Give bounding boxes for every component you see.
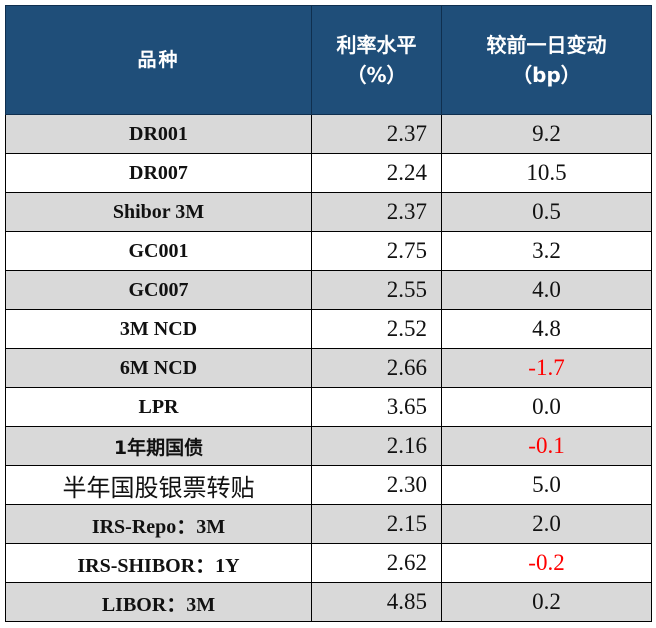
rate-value: 2.15 <box>311 504 442 544</box>
change-value: 0.5 <box>441 192 652 232</box>
rate-value: 2.30 <box>311 465 442 505</box>
table-row: IRS-SHIBOR：1Y 2.62 -0.2 <box>5 543 652 583</box>
table-row: GC001 2.75 3.2 <box>5 231 652 271</box>
product-name: 6M NCD <box>5 348 312 388</box>
header-daily-change-line1: 较前一日变动 <box>486 33 607 57</box>
header-product: 品种 <box>5 5 312 115</box>
rate-value: 2.24 <box>311 153 442 193</box>
rate-value: 2.75 <box>311 231 442 271</box>
change-value: 0.2 <box>441 582 652 622</box>
table-row: 3M NCD 2.52 4.8 <box>5 309 652 349</box>
table-row: LPR 3.65 0.0 <box>5 387 652 427</box>
rate-value: 2.52 <box>311 309 442 349</box>
rate-value: 2.37 <box>311 114 442 154</box>
rate-value: 2.16 <box>311 426 442 466</box>
change-value: 4.8 <box>441 309 652 349</box>
change-value: -1.7 <box>441 348 652 388</box>
change-value: 5.0 <box>441 465 652 505</box>
rate-value: 4.85 <box>311 582 442 622</box>
header-rate-level: 利率水平 （%） <box>311 5 442 115</box>
table-row: IRS-Repo：3M 2.15 2.0 <box>5 504 652 544</box>
rate-value: 3.65 <box>311 387 442 427</box>
table-row: GC007 2.55 4.0 <box>5 270 652 310</box>
interest-rate-table: 品种 利率水平 （%） 较前一日变动 （bp） DR001 2.37 9.2 D… <box>5 5 652 622</box>
rate-value: 2.62 <box>311 543 442 583</box>
change-value: 3.2 <box>441 231 652 271</box>
table-body: DR001 2.37 9.2 DR007 2.24 10.5 Shibor 3M… <box>5 114 652 622</box>
product-name: IRS-Repo：3M <box>5 504 312 544</box>
product-name: 半年国股银票转贴 <box>5 465 312 505</box>
change-value: 4.0 <box>441 270 652 310</box>
product-name: LPR <box>5 387 312 427</box>
table-header: 品种 利率水平 （%） 较前一日变动 （bp） <box>5 5 652 115</box>
product-name: Shibor 3M <box>5 192 312 232</box>
rate-value: 2.37 <box>311 192 442 232</box>
change-value: 9.2 <box>441 114 652 154</box>
rate-value: 2.55 <box>311 270 442 310</box>
change-value: 10.5 <box>441 153 652 193</box>
table-row: Shibor 3M 2.37 0.5 <box>5 192 652 232</box>
product-name: IRS-SHIBOR：1Y <box>5 543 312 583</box>
header-daily-change: 较前一日变动 （bp） <box>441 5 652 115</box>
table-row: DR007 2.24 10.5 <box>5 153 652 193</box>
product-name: DR001 <box>5 114 312 154</box>
table-row: DR001 2.37 9.2 <box>5 114 652 154</box>
table-row: 6M NCD 2.66 -1.7 <box>5 348 652 388</box>
header-row: 品种 利率水平 （%） 较前一日变动 （bp） <box>5 5 652 115</box>
change-value: -0.1 <box>441 426 652 466</box>
product-name: 1年期国债 <box>5 426 312 466</box>
change-value: -0.2 <box>441 543 652 583</box>
header-product-label: 品种 <box>137 49 180 71</box>
table-row: 1年期国债 2.16 -0.1 <box>5 426 652 466</box>
header-rate-level-line2: （%） <box>346 63 407 87</box>
table-row: LIBOR：3M 4.85 0.2 <box>5 582 652 622</box>
change-value: 0.0 <box>441 387 652 427</box>
change-value: 2.0 <box>441 504 652 544</box>
rate-value: 2.66 <box>311 348 442 388</box>
product-name: LIBOR：3M <box>5 582 312 622</box>
header-daily-change-line2: （bp） <box>512 63 581 87</box>
product-name: 3M NCD <box>5 309 312 349</box>
product-name: DR007 <box>5 153 312 193</box>
product-name: GC001 <box>5 231 312 271</box>
header-rate-level-line1: 利率水平 <box>336 33 417 57</box>
rate-table-container: 品种 利率水平 （%） 较前一日变动 （bp） DR001 2.37 9.2 D… <box>5 5 652 622</box>
table-row: 半年国股银票转贴 2.30 5.0 <box>5 465 652 505</box>
product-name: GC007 <box>5 270 312 310</box>
